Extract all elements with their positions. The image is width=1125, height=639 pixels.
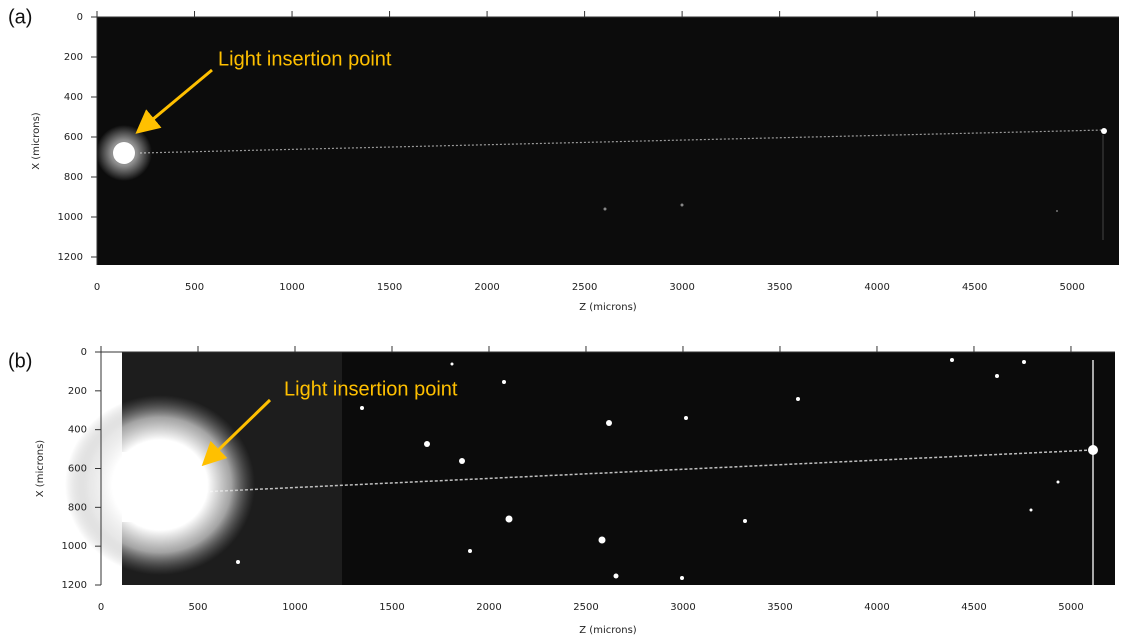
y-tick-label: 200 <box>64 52 83 63</box>
x-tick-label: 500 <box>185 282 204 293</box>
y-axis-label: X (microns) <box>31 112 42 170</box>
annotation: Light insertion point <box>284 378 458 400</box>
x-tick-label: 2500 <box>573 602 598 613</box>
x-tick-label: 4500 <box>962 282 987 293</box>
y-tick-label: 200 <box>68 386 87 397</box>
y-tick-label: 1200 <box>58 252 83 263</box>
y-tick-label: 1000 <box>58 212 83 223</box>
x-tick-label: 3000 <box>670 602 695 613</box>
y-tick-label: 1000 <box>62 541 87 552</box>
x-tick-label: 3500 <box>767 282 792 293</box>
y-tick-label: 600 <box>64 132 83 143</box>
x-axis-label: Z (microns) <box>579 302 637 313</box>
y-tick-label: 0 <box>77 12 83 23</box>
x-tick-label: 4000 <box>864 602 889 613</box>
x-tick-label: 2000 <box>474 282 499 293</box>
x-tick-label: 0 <box>94 282 100 293</box>
y-tick-label: 400 <box>64 92 83 103</box>
x-tick-label: 4000 <box>864 282 889 293</box>
figure: 0500100015002000250030003500400045005000… <box>0 0 1125 639</box>
y-tick-label: 0 <box>81 347 87 358</box>
x-tick-label: 1500 <box>377 282 402 293</box>
image-b <box>65 352 1115 585</box>
annotation: Light insertion point <box>218 48 392 70</box>
y-tick-label: 400 <box>68 425 87 436</box>
panel-label: (a) <box>8 6 32 28</box>
x-tick-label: 4500 <box>961 602 986 613</box>
x-tick-label: 1000 <box>282 602 307 613</box>
y-tick-label: 600 <box>68 464 87 475</box>
x-tick-label: 2500 <box>572 282 597 293</box>
x-tick-label: 0 <box>98 602 104 613</box>
y-tick-label: 800 <box>68 502 87 513</box>
x-tick-label: 3000 <box>669 282 694 293</box>
x-tick-label: 1000 <box>279 282 304 293</box>
x-tick-label: 2000 <box>476 602 501 613</box>
x-tick-label: 1500 <box>379 602 404 613</box>
x-tick-label: 5000 <box>1058 602 1083 613</box>
y-tick-label: 800 <box>64 172 83 183</box>
x-axis-label: Z (microns) <box>579 625 637 636</box>
x-tick-label: 5000 <box>1059 282 1084 293</box>
y-tick-label: 1200 <box>62 580 87 591</box>
panel-label: (b) <box>8 350 32 372</box>
x-tick-label: 3500 <box>767 602 792 613</box>
x-tick-label: 500 <box>188 602 207 613</box>
y-axis-label: X (microns) <box>35 440 46 498</box>
